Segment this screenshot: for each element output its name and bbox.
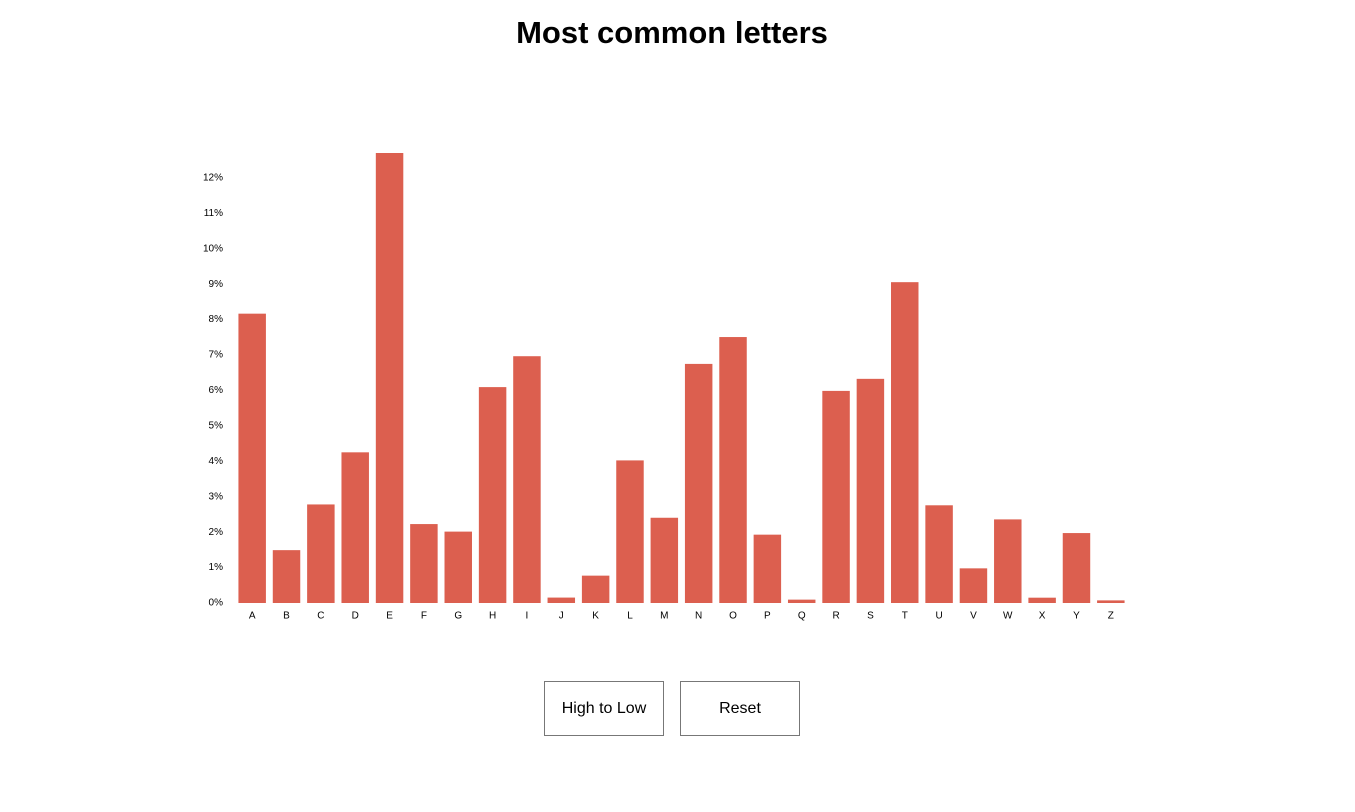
- x-tick-label: N: [695, 611, 702, 622]
- bar: [307, 504, 335, 603]
- x-tick-label: J: [559, 611, 564, 622]
- y-tick-label: 8%: [209, 314, 224, 325]
- bar: [925, 505, 953, 603]
- x-tick-label: T: [902, 611, 908, 622]
- bar: [719, 337, 747, 603]
- bar: [822, 390, 850, 603]
- x-tick-label: X: [1039, 611, 1046, 622]
- y-tick-label: 12%: [203, 173, 223, 184]
- x-tick-label: S: [867, 611, 874, 622]
- bar: [341, 452, 369, 603]
- x-tick-label: K: [592, 611, 599, 622]
- y-tick-label: 10%: [203, 243, 223, 254]
- bar: [753, 534, 782, 603]
- bar: [787, 599, 816, 603]
- bar: [959, 568, 988, 603]
- y-tick-label: 1%: [209, 562, 224, 573]
- chart-title: Most common letters: [516, 15, 828, 50]
- y-tick-label: 0%: [209, 598, 224, 609]
- y-tick-label: 7%: [209, 350, 224, 361]
- x-tick-label: W: [1003, 611, 1013, 622]
- bar: [616, 460, 644, 603]
- x-tick-label: M: [660, 611, 668, 622]
- sort-button[interactable]: High to Low: [544, 681, 664, 736]
- x-tick-label: G: [454, 611, 462, 622]
- x-tick-label: I: [526, 611, 529, 622]
- x-tick-label: Y: [1073, 611, 1080, 622]
- chart: Most common letters 0% 1% 2% 3% 4% 5% 6% 7% 8% 9%…: [203, 15, 1125, 622]
- x-tick-label: V: [970, 611, 977, 622]
- x-tick-label: L: [627, 611, 633, 622]
- x-tick-label: P: [764, 611, 771, 622]
- bar: [684, 363, 713, 603]
- x-tick-label: E: [386, 611, 393, 622]
- x-tick-label: H: [489, 611, 496, 622]
- bar: [444, 531, 472, 603]
- y-tick-label: 6%: [209, 385, 224, 396]
- y-tick-label: 9%: [209, 279, 224, 290]
- x-tick-label: F: [421, 611, 427, 622]
- x-tick-label: D: [352, 611, 359, 622]
- y-tick-label: 4%: [209, 456, 224, 467]
- x-tick-label: Z: [1108, 611, 1114, 622]
- y-tick-label: 11%: [204, 208, 223, 219]
- x-tick-label: Q: [798, 611, 806, 622]
- bar: [1028, 597, 1056, 603]
- bar: [994, 519, 1022, 603]
- reset-button[interactable]: Reset: [680, 681, 800, 736]
- bar: [856, 378, 885, 603]
- bar: [478, 387, 507, 603]
- bar: [410, 524, 438, 603]
- bar: [547, 597, 576, 603]
- x-tick-label: B: [283, 611, 290, 622]
- bar: [513, 356, 541, 603]
- y-tick-label: 5%: [209, 421, 224, 432]
- x-tick-label: A: [249, 611, 256, 622]
- x-tick-label: R: [832, 611, 839, 622]
- bar: [1097, 600, 1125, 603]
- bar: [891, 282, 919, 603]
- bar: [1062, 533, 1091, 603]
- bar: [375, 153, 404, 603]
- bar: [581, 575, 610, 603]
- y-tick-label: 3%: [209, 491, 224, 502]
- bar: [650, 517, 679, 603]
- x-tick-label: C: [317, 611, 324, 622]
- bar: [238, 313, 266, 603]
- x-tick-label: U: [935, 611, 942, 622]
- x-tick-label: O: [729, 611, 737, 622]
- y-tick-label: 2%: [209, 527, 224, 538]
- bar: [272, 550, 301, 603]
